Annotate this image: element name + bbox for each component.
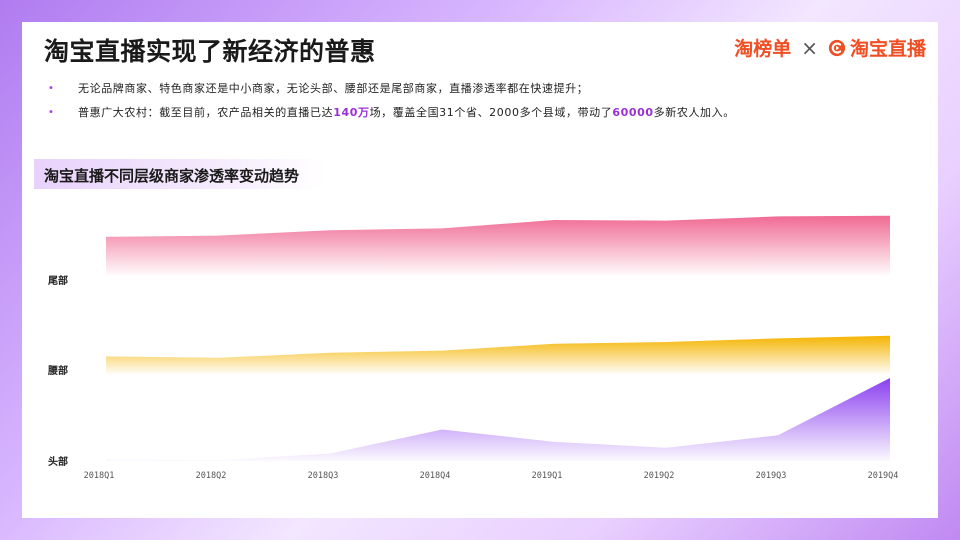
page-title: 淘宝直播实现了新经济的普惠 bbox=[44, 37, 376, 66]
play-c-icon bbox=[828, 39, 846, 56]
logo-separator: × bbox=[801, 35, 818, 60]
x-tick-label: 2018Q1 bbox=[84, 471, 115, 481]
area-series-waist bbox=[106, 335, 890, 374]
highlight-farmer-count: 60000 bbox=[612, 106, 654, 119]
logo-bar: 淘榜单 × 淘宝直播 bbox=[734, 34, 926, 61]
bullet-text-part: 多新农人加入。 bbox=[653, 106, 735, 119]
bullet-text-part: 普惠广大农村：截至目前，农产品相关的直播已达 bbox=[78, 106, 334, 119]
y-tick-label: 头部 bbox=[48, 455, 68, 468]
area-series-head bbox=[106, 378, 890, 461]
bullet-text-part: 场，覆盖全国31个省、2000多个县域，带动了 bbox=[369, 106, 613, 119]
y-tick-label: 尾部 bbox=[48, 274, 68, 287]
x-tick-label: 2018Q3 bbox=[308, 471, 339, 481]
chart-title-band: 淘宝直播不同层级商家渗透率变动趋势 bbox=[34, 159, 324, 189]
bullet-text: 无论品牌商家、特色商家还是中小商家，无论头部、腰部还是尾部商家，直播渗透率都在快… bbox=[78, 82, 589, 95]
taobao-live-logo-text: 淘宝直播 bbox=[849, 38, 926, 60]
bullet-dot-icon: • bbox=[48, 106, 55, 118]
x-tick-label: 2018Q2 bbox=[196, 471, 227, 481]
highlight-livestream-count: 140万 bbox=[333, 106, 370, 119]
chart-title: 淘宝直播不同层级商家渗透率变动趋势 bbox=[44, 167, 300, 185]
bullet-text: 普惠广大农村：截至目前，农产品相关的直播已达140万场，覆盖全国31个省、200… bbox=[78, 104, 735, 120]
bullet-list: • 无论品牌商家、特色商家还是中小商家，无论头部、腰部还是尾部商家，直播渗透率都… bbox=[44, 76, 924, 124]
x-tick-label: 2019Q4 bbox=[868, 471, 899, 481]
y-tick-label: 腰部 bbox=[47, 364, 68, 377]
x-tick-label: 2018Q4 bbox=[420, 471, 451, 481]
x-tick-label: 2019Q2 bbox=[644, 471, 675, 481]
slide-card: 淘宝直播实现了新经济的普惠 淘榜单 × 淘宝直播 • 无论品牌商家、特色商家还是… bbox=[22, 22, 938, 518]
bullet-item: • 无论品牌商家、特色商家还是中小商家，无论头部、腰部还是尾部商家，直播渗透率都… bbox=[44, 76, 924, 100]
taobao-live-logo: 淘宝直播 bbox=[828, 34, 926, 61]
x-tick-label: 2019Q1 bbox=[532, 471, 563, 481]
bullet-dot-icon: • bbox=[48, 82, 55, 94]
taobangdan-logo: 淘榜单 bbox=[734, 38, 792, 60]
x-tick-label: 2019Q3 bbox=[756, 471, 787, 481]
area-series-tail bbox=[106, 215, 890, 275]
bullet-item: • 普惠广大农村：截至目前，农产品相关的直播已达140万场，覆盖全国31个省、2… bbox=[44, 100, 924, 124]
